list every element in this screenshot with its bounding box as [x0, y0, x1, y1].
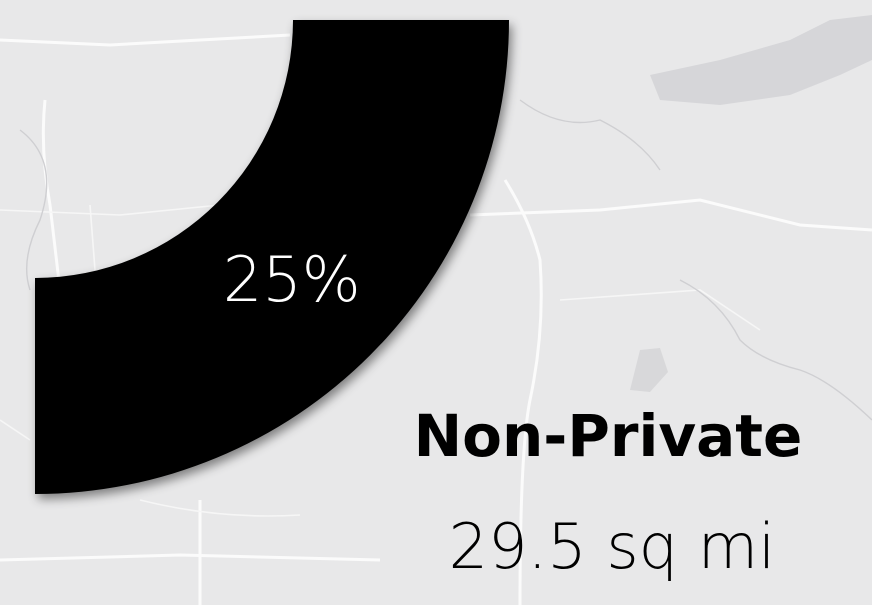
- category-label: Non-Private: [414, 402, 803, 470]
- donut-segment: [35, 20, 509, 494]
- value-label: 25%: [223, 243, 361, 316]
- annotation: 29.5 sq mi: [449, 510, 776, 583]
